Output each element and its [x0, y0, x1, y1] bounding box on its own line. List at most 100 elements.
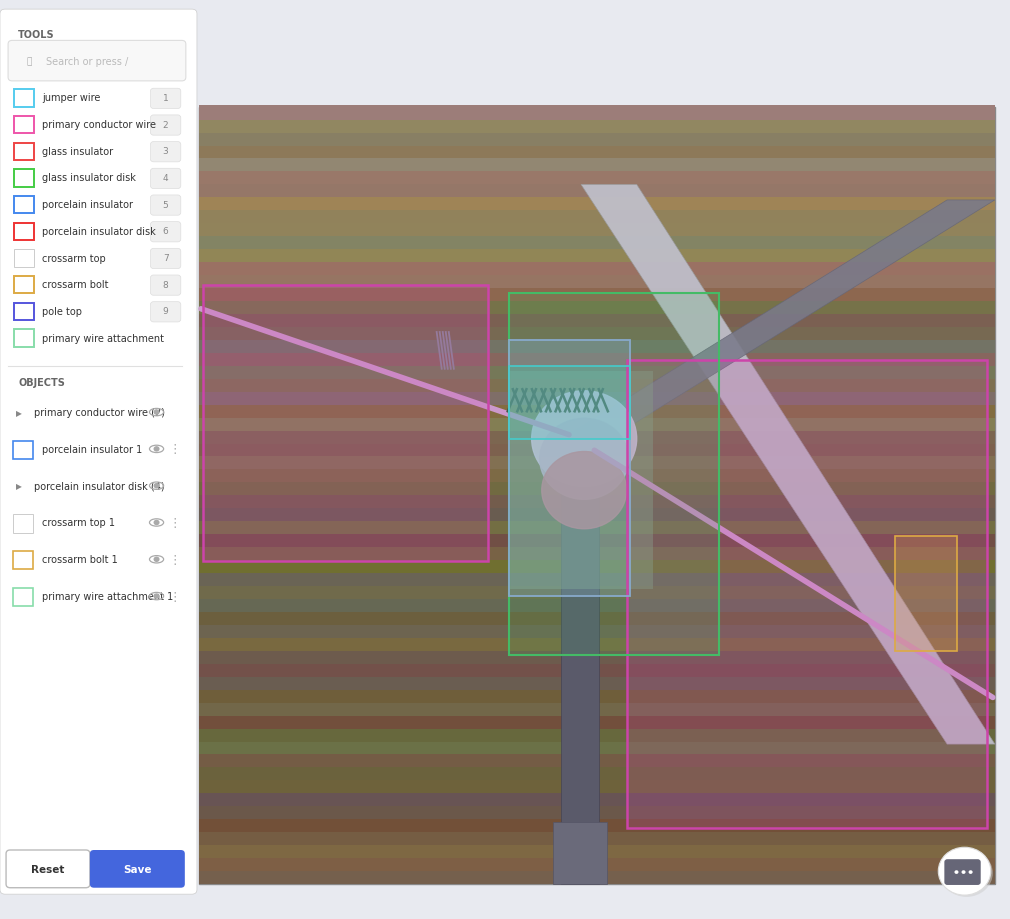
Bar [509, 366, 630, 440]
Text: porcelain insulator 1: porcelain insulator 1 [42, 445, 142, 454]
Bar [199, 403, 995, 418]
Bar [553, 822, 607, 884]
Bar [13, 515, 33, 533]
Bar [199, 261, 995, 276]
Bar [14, 223, 34, 241]
Text: ⋮: ⋮ [169, 443, 181, 456]
Bar [199, 378, 995, 392]
Bar [199, 119, 995, 133]
Bar [199, 520, 995, 535]
Bar [199, 831, 995, 845]
Bar [199, 791, 995, 807]
Bar [199, 805, 995, 820]
Bar [14, 277, 34, 294]
Bar [509, 341, 630, 596]
FancyBboxPatch shape [150, 89, 181, 109]
Bar [199, 338, 995, 354]
Bar [199, 533, 995, 548]
Bar [199, 157, 995, 172]
Bar [199, 300, 995, 314]
Bar [14, 143, 34, 161]
Bar [199, 210, 995, 224]
Polygon shape [533, 200, 995, 457]
Text: Reset: Reset [31, 864, 65, 874]
FancyBboxPatch shape [90, 850, 185, 888]
Text: porcelain insulator disk: porcelain insulator disk [42, 227, 157, 236]
Bar [14, 197, 34, 214]
Bar [199, 391, 995, 405]
Bar [509, 294, 719, 655]
Bar [199, 274, 995, 289]
Text: glass insulator disk: glass insulator disk [42, 174, 136, 183]
Bar [199, 494, 995, 509]
Bar [509, 371, 652, 589]
Circle shape [154, 410, 160, 415]
Bar [199, 714, 995, 729]
FancyBboxPatch shape [150, 249, 181, 269]
Circle shape [154, 483, 160, 489]
Bar [509, 341, 630, 596]
Text: ▶: ▶ [16, 482, 22, 491]
Bar [199, 766, 995, 780]
Bar [509, 366, 630, 440]
Text: crossarm bolt: crossarm bolt [42, 280, 109, 289]
Bar [199, 131, 995, 146]
Polygon shape [581, 186, 995, 744]
Bar [199, 170, 995, 186]
Text: 9: 9 [163, 307, 169, 316]
Bar [199, 857, 995, 871]
Bar [14, 90, 34, 108]
FancyBboxPatch shape [150, 142, 181, 163]
Bar [199, 844, 995, 858]
Bar [627, 360, 987, 828]
Bar [199, 108, 995, 884]
Text: 1: 1 [163, 94, 169, 103]
Bar [13, 588, 33, 607]
Text: primary conductor wire: primary conductor wire [42, 120, 157, 130]
Bar [199, 572, 995, 586]
Circle shape [154, 557, 160, 562]
Text: ▶: ▶ [16, 408, 22, 417]
Bar [199, 197, 995, 211]
Bar [14, 170, 34, 187]
Circle shape [154, 520, 160, 526]
Bar [199, 753, 995, 767]
FancyBboxPatch shape [150, 276, 181, 296]
Bar [199, 649, 995, 664]
Bar [199, 429, 995, 444]
Text: ⋮: ⋮ [169, 553, 181, 566]
FancyBboxPatch shape [150, 222, 181, 243]
Bar [203, 286, 488, 562]
FancyBboxPatch shape [150, 302, 181, 323]
Bar [199, 144, 995, 159]
Bar [199, 584, 995, 599]
Bar [199, 455, 995, 470]
Text: 4: 4 [163, 174, 169, 183]
Bar [13, 441, 33, 460]
Bar [199, 727, 995, 742]
Bar [627, 360, 987, 828]
Text: crossarm top: crossarm top [42, 254, 106, 263]
Bar [199, 312, 995, 327]
Text: 7: 7 [163, 254, 169, 263]
Text: jumper wire: jumper wire [42, 94, 101, 103]
Bar [199, 869, 995, 884]
Bar [199, 106, 995, 120]
Bar [14, 250, 34, 267]
Bar [14, 117, 34, 134]
FancyBboxPatch shape [150, 116, 181, 136]
Bar [199, 818, 995, 833]
FancyBboxPatch shape [150, 196, 181, 216]
Text: ⋮: ⋮ [169, 590, 181, 603]
Text: primary conductor wire (2): primary conductor wire (2) [34, 408, 166, 417]
Bar [199, 222, 995, 237]
Bar [199, 442, 995, 457]
Bar [895, 536, 956, 652]
Bar [203, 286, 488, 562]
Bar [199, 287, 995, 301]
Text: crossarm bolt 1: crossarm bolt 1 [42, 555, 118, 564]
Bar [509, 294, 719, 655]
Bar [14, 330, 34, 347]
Circle shape [154, 447, 160, 452]
Bar [895, 536, 956, 652]
